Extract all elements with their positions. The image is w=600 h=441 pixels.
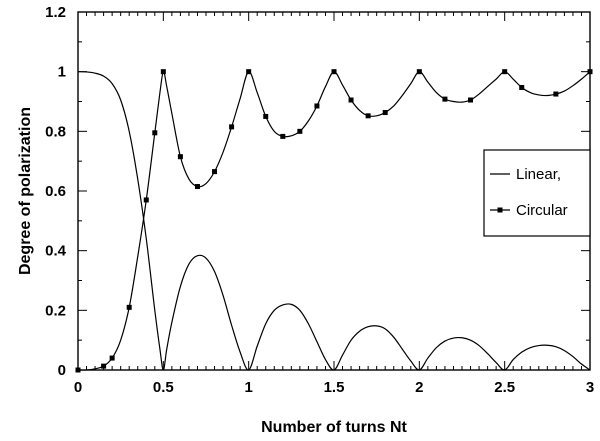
series-marker-circular (331, 69, 337, 75)
series-marker-circular (280, 133, 286, 139)
y-tick-label: 0.6 (45, 183, 66, 200)
legend-label-circular: Circular (516, 202, 568, 219)
series-marker-circular (365, 113, 371, 119)
y-tick-label: 0.2 (45, 302, 66, 319)
series-marker-circular (519, 84, 525, 90)
series-line-circular (77, 71, 591, 371)
series-line-linear (77, 71, 591, 371)
x-tick-label: 1 (244, 379, 252, 396)
series-marker-circular (143, 197, 149, 203)
x-tick-label: 2 (415, 379, 423, 396)
y-tick-label: 0 (58, 362, 66, 379)
legend-marker-circular (497, 207, 503, 213)
series-marker-circular (160, 69, 166, 75)
x-tick-label: 0.5 (153, 379, 174, 396)
series-marker-circular (246, 69, 252, 75)
x-tick-label: 3 (586, 379, 594, 396)
x-tick-label: 2.5 (494, 379, 515, 396)
series-marker-circular (314, 103, 320, 109)
series-marker-circular (109, 355, 115, 361)
x-tick-label: 0 (74, 379, 82, 396)
series-marker-circular (442, 96, 448, 102)
series-marker-circular (126, 304, 132, 310)
series-marker-circular (502, 69, 508, 75)
series-marker-circular (348, 97, 354, 103)
series-marker-circular (382, 110, 388, 116)
x-tick-label: 1.5 (324, 379, 345, 396)
y-tick-label: 1 (58, 64, 66, 81)
axis-ticks: 0 0.5 1 1.5 2 2.5 3 0 0.2 0.4 0.6 0.8 1 1.2 (45, 4, 594, 396)
series-marker-circular (152, 130, 158, 136)
series-marker-circular (229, 124, 235, 130)
legend-label-linear: Linear, (516, 166, 561, 183)
legend: Linear, Circular (483, 149, 591, 237)
legend-box (483, 149, 591, 237)
series-marker-circular (194, 184, 200, 190)
series-marker-circular (553, 91, 559, 97)
series-marker-circular (177, 154, 183, 160)
y-tick-label: 0.8 (45, 123, 66, 140)
y-tick-label: 1.2 (45, 4, 66, 21)
series-marker-circular (263, 113, 269, 119)
series-marker-circular (468, 97, 474, 103)
series-marker-circular (416, 69, 422, 75)
series-marker-circular (297, 128, 303, 134)
y-tick-label: 0.4 (45, 243, 67, 260)
y-axis-title: Degree of polarization (17, 107, 34, 275)
series-marker-circular (212, 169, 218, 175)
x-axis-title: Number of turns Nt (261, 419, 407, 436)
